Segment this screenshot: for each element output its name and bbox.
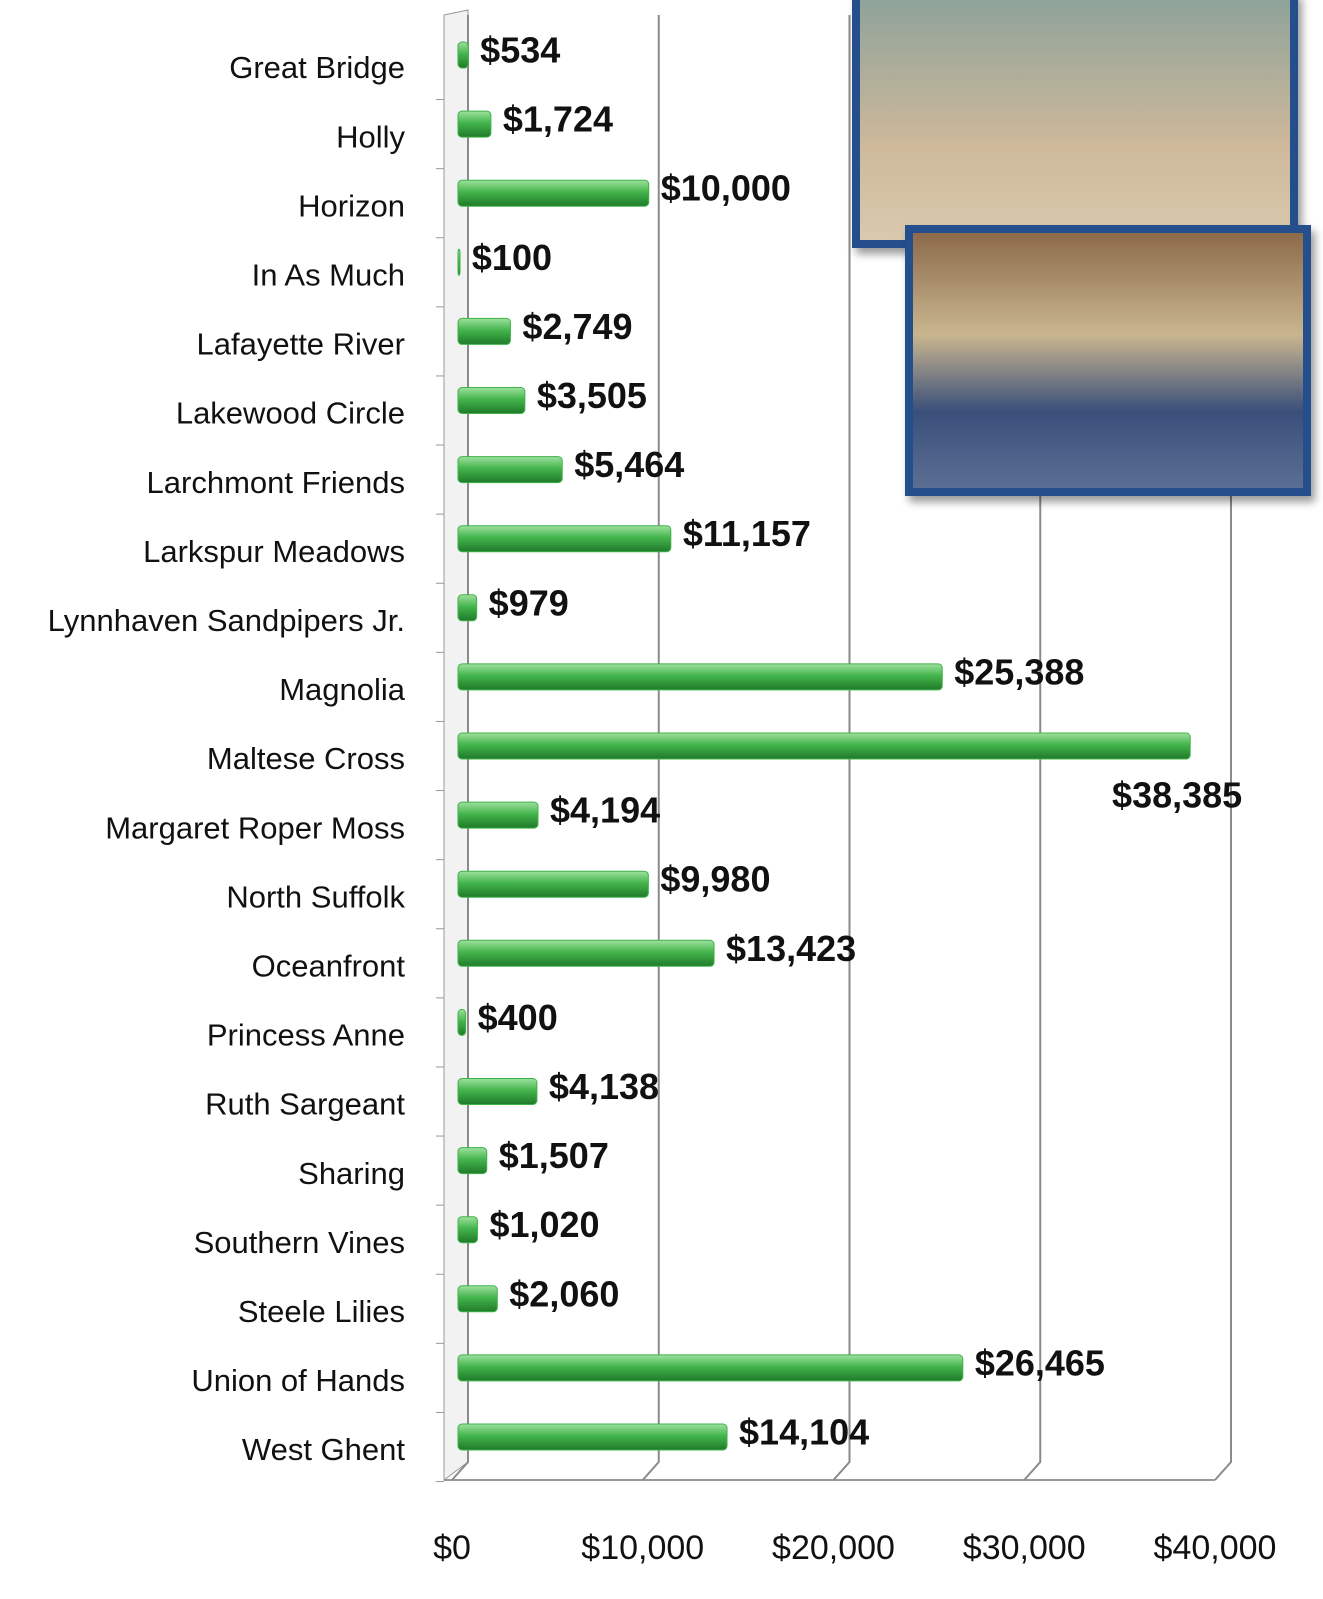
value-label: $5,464 (574, 444, 684, 485)
value-label: $11,157 (683, 513, 811, 554)
value-label: $534 (480, 30, 560, 71)
y-tick-label: Oceanfront (252, 948, 406, 983)
value-label: $14,104 (739, 1412, 869, 1453)
value-label: $4,138 (549, 1066, 659, 1107)
bar (458, 457, 562, 483)
bar (458, 526, 671, 552)
bar (458, 111, 491, 137)
bar (458, 1286, 497, 1312)
x-tick-label: $10,000 (581, 1529, 704, 1567)
bar (458, 1217, 477, 1243)
y-tick-label: In As Much (252, 257, 405, 292)
bar (458, 180, 649, 206)
bar (458, 42, 468, 68)
y-tick-label: Southern Vines (194, 1225, 405, 1260)
y-tick-label: Horizon (298, 188, 405, 223)
value-label: $9,980 (660, 859, 770, 900)
y-tick-label: Great Bridge (229, 50, 405, 85)
x-tick-label: $40,000 (1154, 1529, 1277, 1567)
y-tick-label: Lakewood Circle (176, 396, 405, 431)
value-label: $13,423 (726, 928, 856, 969)
y-tick-label: Ruth Sargeant (205, 1087, 405, 1122)
value-label: $1,507 (499, 1135, 609, 1176)
value-label: $2,749 (522, 306, 632, 347)
bar (458, 249, 460, 275)
bar (458, 802, 538, 828)
bar (458, 940, 714, 966)
bar (458, 1148, 487, 1174)
bar (458, 733, 1190, 759)
value-label: $979 (489, 582, 569, 623)
value-label: $1,724 (503, 99, 613, 140)
bar (458, 664, 942, 690)
x-tick-label: $0 (433, 1529, 471, 1567)
bar (458, 1355, 963, 1381)
y-tick-label: Larchmont Friends (147, 465, 405, 500)
bar (458, 595, 477, 621)
value-label: $1,020 (489, 1204, 599, 1245)
y-tick-label: Lynnhaven Sandpipers Jr. (48, 603, 405, 638)
y-tick-label: North Suffolk (226, 879, 405, 914)
value-label: $2,060 (509, 1273, 619, 1314)
bar (458, 871, 648, 897)
y-tick-label: Magnolia (279, 672, 406, 707)
x-tick-label: $30,000 (963, 1529, 1086, 1567)
photo (852, 0, 1298, 248)
bar (458, 1009, 466, 1035)
value-label: $100 (472, 237, 552, 278)
x-tick-label: $20,000 (772, 1529, 895, 1567)
y-tick-label: Lafayette River (197, 327, 406, 362)
y-tick-label: Princess Anne (207, 1018, 405, 1053)
bar (458, 318, 510, 344)
value-label: $4,194 (550, 790, 660, 831)
value-label: $38,385 (1112, 775, 1242, 816)
y-tick-label: Larkspur Meadows (143, 534, 405, 569)
value-label: $25,388 (954, 651, 1084, 692)
y-tick-label: Margaret Roper Moss (105, 810, 405, 845)
y-tick-label: Maltese Cross (207, 741, 405, 776)
photo (905, 225, 1311, 496)
value-label: $400 (478, 997, 558, 1038)
page: $0 $10,000 $20,000 $30,000 $40,000 Great Brid… (0, 0, 1323, 1599)
y-tick-label: West Ghent (242, 1432, 406, 1467)
y-tick-label: Steele Lilies (238, 1294, 405, 1329)
bar (458, 1424, 727, 1450)
y-tick-label: Holly (336, 119, 405, 154)
value-label: $3,505 (537, 375, 647, 416)
value-label: $10,000 (661, 168, 791, 209)
value-label: $26,465 (975, 1342, 1105, 1383)
y-tick-label: Sharing (298, 1156, 405, 1191)
bar (458, 388, 525, 414)
bar (458, 1079, 537, 1105)
y-tick-label: Union of Hands (191, 1363, 405, 1398)
